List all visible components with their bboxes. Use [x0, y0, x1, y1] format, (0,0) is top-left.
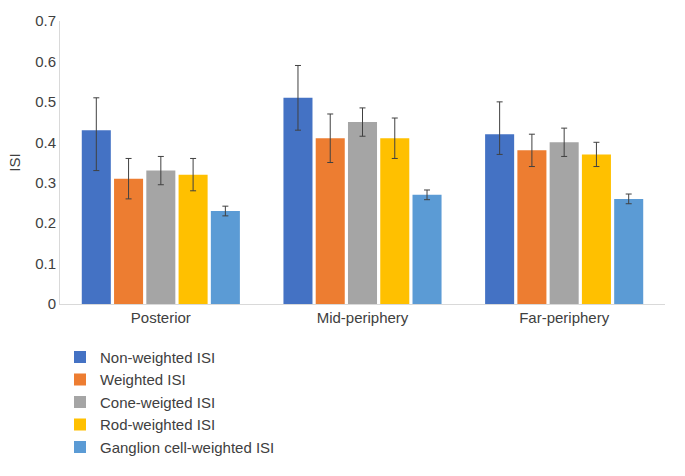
- svg-text:0.1: 0.1: [35, 255, 56, 272]
- svg-text:0.7: 0.7: [35, 12, 56, 29]
- svg-text:Ganglion cell-weighted ISI: Ganglion cell-weighted ISI: [100, 439, 274, 456]
- svg-text:Mid-periphery: Mid-periphery: [317, 309, 409, 326]
- svg-text:Rod-weighted ISI: Rod-weighted ISI: [100, 416, 215, 433]
- svg-text:0: 0: [48, 295, 56, 312]
- svg-text:Far-periphery: Far-periphery: [519, 309, 610, 326]
- svg-text:0.5: 0.5: [35, 93, 56, 110]
- svg-text:ISI: ISI: [6, 153, 23, 171]
- svg-text:0.2: 0.2: [35, 214, 56, 231]
- svg-text:Cone-weigted ISI: Cone-weigted ISI: [100, 394, 215, 411]
- svg-text:0.6: 0.6: [35, 53, 56, 70]
- svg-text:Weighted ISI: Weighted ISI: [100, 371, 186, 388]
- svg-text:0.4: 0.4: [35, 134, 56, 151]
- svg-text:Posterior: Posterior: [131, 309, 191, 326]
- svg-text:Non-weighted ISI: Non-weighted ISI: [100, 349, 215, 366]
- svg-text:0.3: 0.3: [35, 174, 56, 191]
